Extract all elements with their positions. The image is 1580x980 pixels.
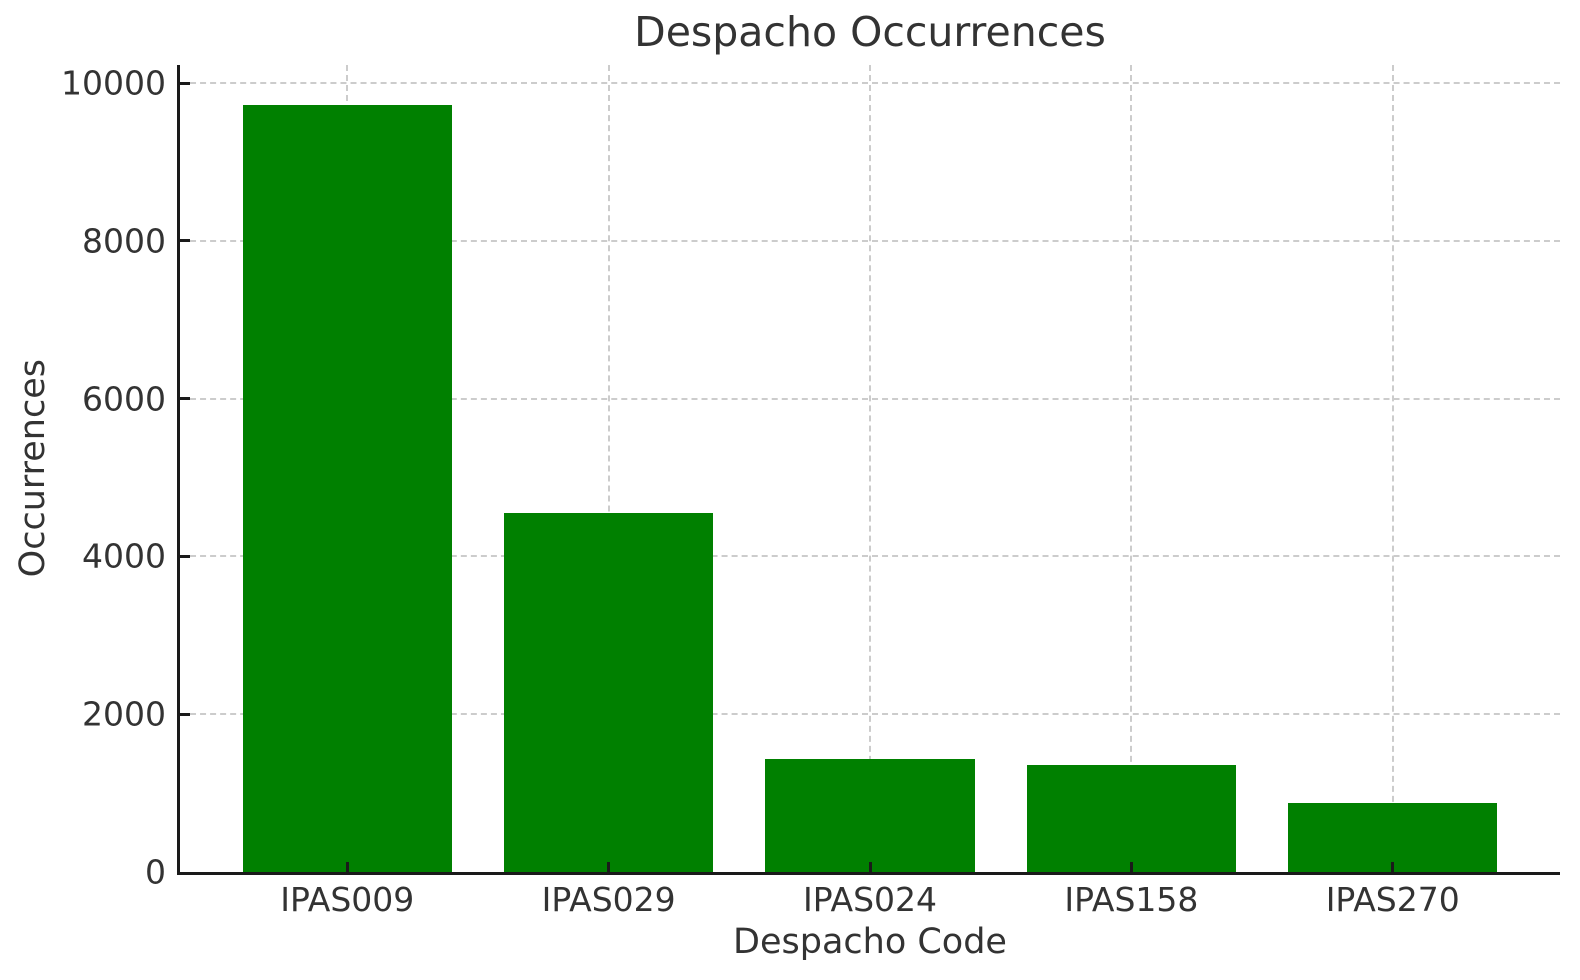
gridline-x-IPAS029 (607, 65, 610, 872)
y-axis-label: Occurrences (8, 65, 58, 872)
y-tick-mark-4000 (180, 554, 190, 558)
gridline-x-IPAS158 (1130, 65, 1133, 872)
bar-IPAS009 (242, 105, 452, 872)
y-tick-mark-10000 (180, 81, 190, 85)
x-tick-mark-IPAS009 (345, 862, 349, 872)
x-tick-label-IPAS024: IPAS024 (802, 880, 938, 919)
y-tick-label-2000: 2000 (82, 694, 166, 734)
x-tick-label-IPAS009: IPAS009 (280, 880, 415, 919)
chart-title: Despacho Occurrences (634, 8, 1106, 56)
gridline-x-IPAS024 (869, 65, 871, 872)
y-tick-mark-8000 (180, 239, 190, 243)
y-tick-mark-2000 (180, 712, 190, 716)
x-tick-label-IPAS029: IPAS029 (541, 880, 676, 919)
x-tick-mark-IPAS024 (868, 862, 872, 872)
x-axis-label: Despacho Code (733, 922, 1007, 962)
y-axis-label-text: Occurrences (13, 359, 53, 578)
y-tick-label-4000: 4000 (82, 536, 166, 576)
y-tick-label-10000: 10000 (61, 63, 166, 103)
plot-area: 0 2000 4000 6000 8000 10000 IPAS009 IPAS029 IPAS… (61, 64, 1560, 919)
bar-IPAS024 (765, 759, 975, 872)
x-tick-mark-IPAS158 (1129, 862, 1133, 872)
y-axis-spine (177, 65, 180, 875)
x-tick-mark-IPAS029 (607, 862, 611, 872)
x-axis-spine (177, 872, 1560, 875)
y-tick-mark-6000 (180, 397, 190, 401)
x-tick-label-IPAS270: IPAS270 (1325, 880, 1460, 919)
y-tick-label-6000: 6000 (82, 379, 166, 419)
y-tick-label-8000: 8000 (82, 221, 166, 261)
bar-IPAS158 (1026, 764, 1236, 872)
x-tick-label-IPAS158: IPAS158 (1064, 880, 1199, 919)
gridline-x-IPAS270 (1391, 65, 1394, 872)
y-tick-label-0: 0 (145, 852, 166, 892)
x-tick-mark-IPAS270 (1391, 862, 1395, 872)
bar-IPAS270 (1288, 803, 1498, 872)
bar-IPAS029 (504, 513, 714, 872)
